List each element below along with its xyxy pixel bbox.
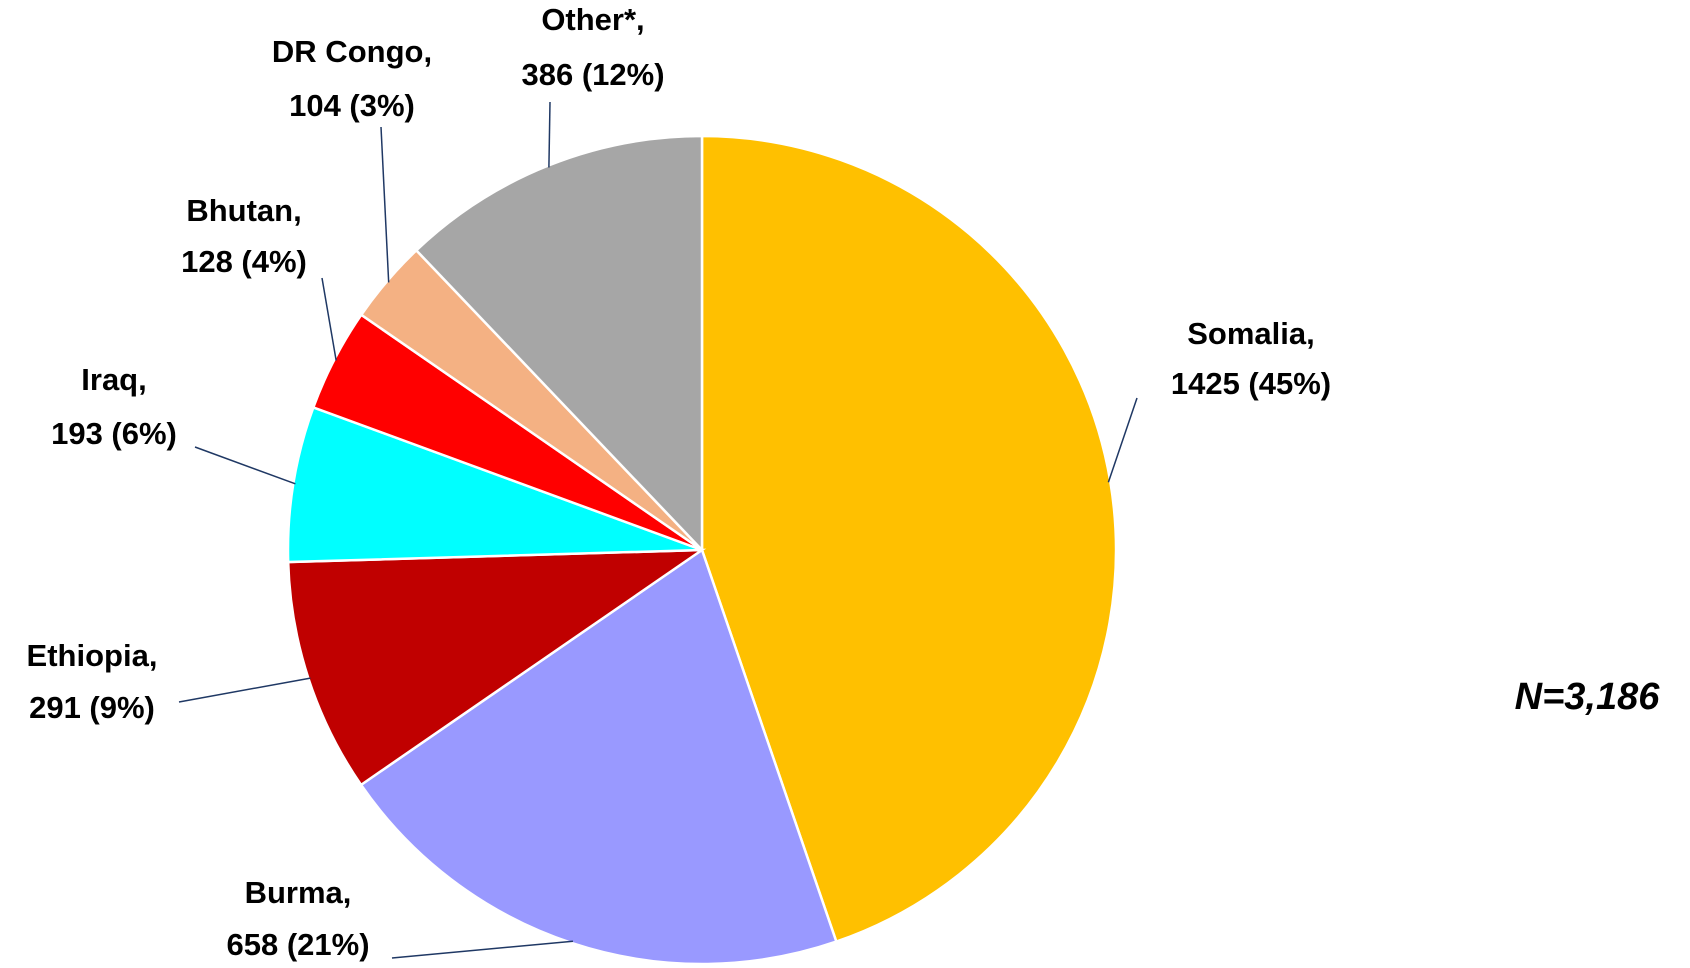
annotation: N=3,186 xyxy=(1515,676,1661,718)
pie-slice xyxy=(359,548,838,966)
slice-value-label: 1425 (45%) xyxy=(1171,366,1331,401)
slice-value-label: 658 (21%) xyxy=(226,927,369,962)
leader-line xyxy=(1107,397,1138,483)
slice-label: Other*, xyxy=(541,2,644,37)
slice-value-label: 291 (9%) xyxy=(29,690,155,725)
pie-slice xyxy=(700,134,1118,944)
slice-value-label: 104 (3%) xyxy=(289,88,415,123)
leader-line xyxy=(194,446,296,485)
slice-label: DR Congo, xyxy=(272,34,432,69)
slice-value-label: 386 (12%) xyxy=(521,57,664,92)
slice-value-label: 128 (4%) xyxy=(181,244,307,279)
leader-line xyxy=(321,277,337,361)
slice-label: Burma, xyxy=(245,875,352,910)
leader-line xyxy=(391,940,574,959)
slice-label: Iraq, xyxy=(81,362,146,397)
slice-value-label: 193 (6%) xyxy=(51,416,177,451)
slice-label: Ethiopia, xyxy=(27,638,158,673)
slice-label: Bhutan, xyxy=(186,193,301,228)
slice-label: Somalia, xyxy=(1187,316,1315,351)
leader-line xyxy=(380,126,390,283)
leader-line xyxy=(548,101,551,168)
leader-line xyxy=(178,677,311,703)
